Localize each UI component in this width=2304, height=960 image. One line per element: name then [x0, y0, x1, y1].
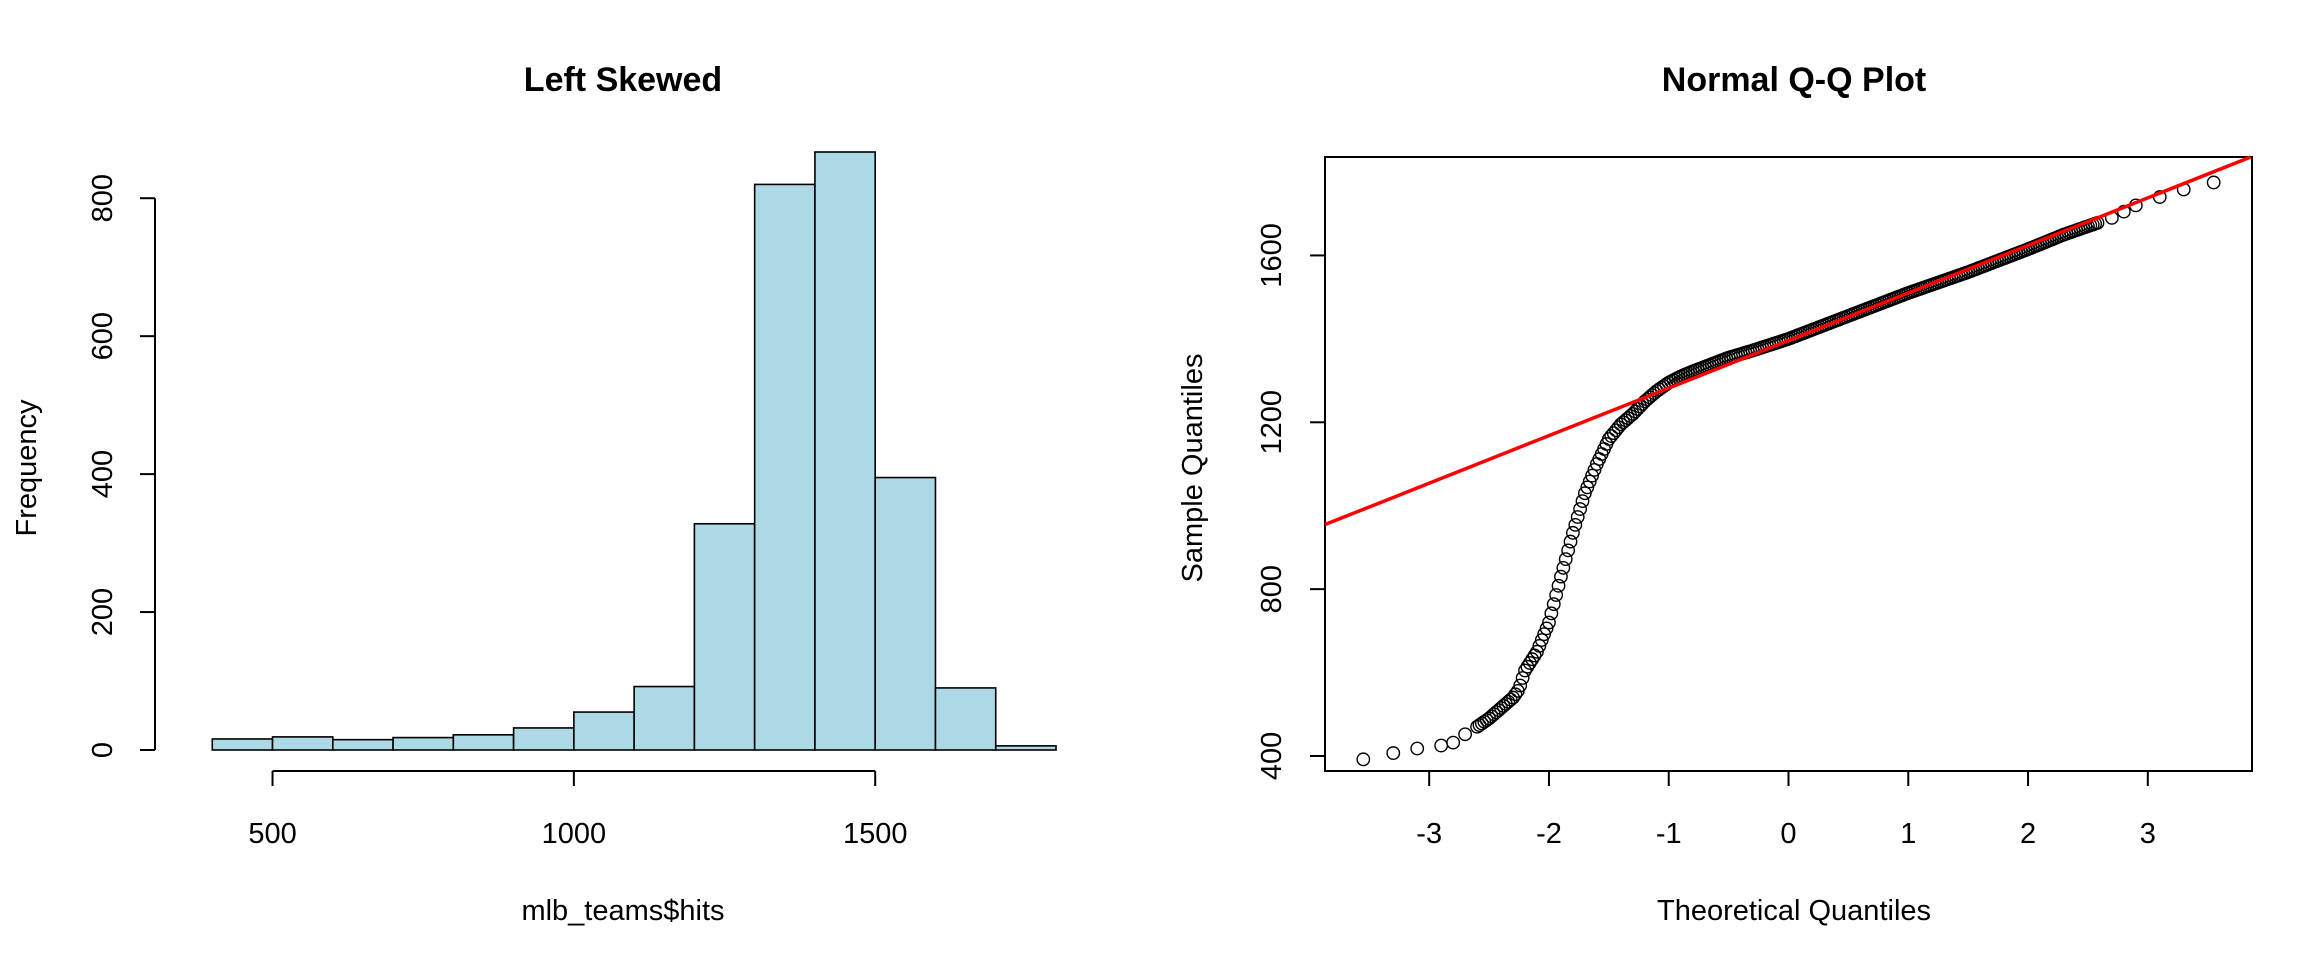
histogram-bar: [934, 687, 997, 751]
qq-y-tick-label: 400: [1256, 732, 1288, 780]
qq-point: [1530, 644, 1544, 659]
histogram-bar: [392, 736, 455, 751]
qq-x-axis: -3 -2 -1 0 1 2 3: [1416, 771, 2156, 850]
qq-y-tick-label: 1600: [1256, 223, 1288, 288]
qq-point: [1525, 652, 1540, 667]
qq-point: [1539, 621, 1554, 636]
qq-point: [1546, 597, 1561, 612]
histogram-y-axis: 0 200 400 600 800: [87, 174, 156, 758]
qq-point: [1513, 678, 1528, 693]
qq-point: [1566, 525, 1580, 540]
qq-y-axis: 400 800 1200 1600: [1256, 223, 1325, 780]
histogram-bar: [814, 151, 877, 751]
qq-y-axis-label: Sample Quantiles: [1177, 354, 1209, 583]
histogram-bar: [512, 727, 575, 751]
qq-reference-line: [1324, 155, 2252, 527]
histogram-y-axis-label: Frequency: [11, 399, 43, 537]
qq-point: [1537, 627, 1552, 642]
histogram-x-tick-label: 1000: [542, 818, 607, 850]
qq-point: [1570, 510, 1585, 524]
qq-point: [1508, 687, 1523, 702]
qq-plot-box: [1324, 156, 2253, 772]
qq-x-tick-label: 0: [1780, 818, 1796, 850]
histogram-y-tick-label: 400: [87, 450, 119, 498]
histogram-y-tick-label: 200: [87, 588, 119, 636]
qq-plot-title: Normal Q-Q Plot: [1662, 61, 1926, 99]
qq-point: [1630, 402, 1645, 416]
histogram-bar: [271, 736, 334, 751]
histogram-bar: [753, 183, 816, 751]
qq-point: [2206, 175, 2221, 190]
histogram-bar: [693, 522, 756, 751]
histogram-x-axis: 500 1000 1500: [248, 770, 908, 850]
qq-point: [1556, 560, 1571, 575]
histogram-bar: [452, 734, 515, 751]
histogram-x-axis-label: mlb_teams$hits: [521, 895, 724, 927]
qq-point: [1575, 494, 1590, 509]
qq-plot-panel: Normal Q-Q Plot Theoretical Quantiles Sa…: [1177, 61, 2253, 927]
qq-point: [1628, 404, 1643, 419]
qq-x-tick-label: 2: [2020, 818, 2036, 850]
qq-y-tick-label: 800: [1256, 565, 1288, 613]
qq-x-tick-label: -2: [1536, 818, 1562, 850]
qq-point: [1568, 517, 1583, 532]
qq-point: [1532, 638, 1547, 653]
histogram-bar: [874, 476, 937, 751]
histogram-bar: [573, 711, 635, 751]
qq-point: [1558, 552, 1573, 567]
qq-point: [1410, 741, 1425, 756]
qq-reference-line-group: [1324, 155, 2252, 527]
qq-point: [1582, 474, 1597, 489]
histogram-x-tick-label: 1500: [843, 818, 908, 850]
qq-y-tick-label: 1200: [1256, 390, 1288, 455]
qq-point: [1585, 468, 1599, 483]
qq-point: [1458, 727, 1473, 742]
histogram-panel: Left Skewed mlb_teams$hits Frequency 500…: [11, 61, 1057, 927]
qq-point: [1356, 752, 1371, 767]
qq-point: [1386, 746, 1401, 760]
qq-point: [1580, 480, 1595, 495]
qq-x-tick-label: -1: [1656, 818, 1682, 850]
qq-x-axis-label: Theoretical Quantiles: [1657, 895, 1931, 927]
histogram-bar: [211, 738, 274, 751]
qq-x-tick-label: 1: [1900, 818, 1916, 850]
qq-point: [1561, 543, 1576, 558]
qq-point: [1522, 656, 1537, 670]
qq-point: [1623, 409, 1638, 423]
histogram-x-tick-label: 500: [248, 818, 296, 850]
qq-point: [1549, 588, 1564, 602]
qq-point: [1563, 534, 1578, 549]
qq-point: [1554, 569, 1568, 584]
histogram-bars: [211, 151, 1057, 751]
qq-point: [1542, 615, 1556, 630]
qq-x-tick-label: -3: [1416, 818, 1442, 850]
qq-x-tick-label: 3: [2140, 818, 2156, 850]
qq-point: [1534, 633, 1549, 647]
qq-point: [1518, 663, 1532, 678]
qq-point: [1577, 486, 1592, 501]
histogram-title: Left Skewed: [524, 61, 722, 99]
qq-point: [1611, 420, 1626, 435]
qq-point: [1573, 502, 1588, 516]
qq-point: [1515, 671, 1530, 685]
qq-point: [1544, 606, 1559, 621]
histogram-y-tick-label: 600: [87, 312, 119, 360]
qq-point: [1551, 578, 1566, 593]
histogram-bar: [994, 745, 1057, 751]
histogram-bar: [633, 685, 696, 751]
histogram-y-tick-label: 800: [87, 174, 119, 222]
qq-point: [1446, 735, 1461, 750]
qq-points: [1356, 175, 2221, 767]
qq-point: [1625, 407, 1640, 421]
histogram-y-tick-label: 0: [87, 742, 119, 758]
qq-point: [1501, 694, 1516, 709]
qq-point: [1520, 659, 1535, 674]
histogram-bar: [331, 738, 394, 751]
qq-point: [1434, 738, 1449, 753]
